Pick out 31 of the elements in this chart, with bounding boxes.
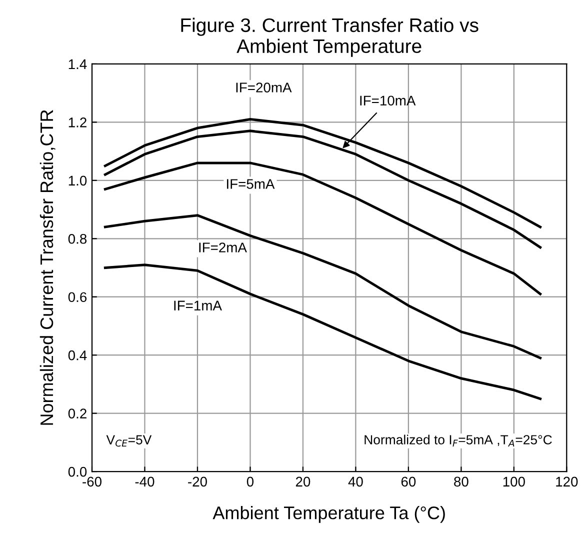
y-tick-label: 0.0 <box>68 466 87 477</box>
line-series <box>104 214 542 360</box>
annotation: Normalized to I$_{F}$=5mA ,T$_{A}$=25°C <box>364 434 552 446</box>
y-tick-label: 1.0 <box>68 176 87 186</box>
x-tick-label: -40 <box>135 476 154 487</box>
annotation: IF=10mA <box>360 96 416 106</box>
x-tick-label: 40 <box>348 476 363 487</box>
y-tick-label: 1.2 <box>68 118 86 128</box>
x-tick-label: 80 <box>454 476 468 487</box>
annotation: V$_{CE}$=5V <box>106 435 152 447</box>
y-tick-label: 0.4 <box>68 350 87 360</box>
y-tick-label: 1.4 <box>68 59 87 69</box>
y-tick-label: 0.2 <box>68 408 86 418</box>
annotation: IF=2mA <box>199 242 247 252</box>
x-tick-label: 120 <box>556 476 578 487</box>
x-tick-label: -60 <box>82 476 102 487</box>
x-tick-label: 0 <box>246 476 254 487</box>
x-axis-title: Ambient Temperature Ta (°C) <box>212 506 445 523</box>
x-tick-label: 100 <box>503 476 525 487</box>
y-tick-label: 0.6 <box>68 292 87 302</box>
y-axis-title: Normalized Current Transfer Ratio,CTR <box>40 110 56 425</box>
x-tick-label: -20 <box>188 476 207 487</box>
chart-title: Figure 3. Current Transfer Ratio vs Ambient Temperature <box>181 18 478 57</box>
x-tick-label: 60 <box>401 476 416 487</box>
annotation: IF=20mA <box>236 82 292 92</box>
line-series <box>104 162 542 296</box>
y-tick-label: 0.8 <box>68 234 87 244</box>
x-tick-label: 20 <box>296 476 310 487</box>
annotation: IF=1mA <box>174 300 222 310</box>
line-series <box>104 264 542 400</box>
annotation: IF=5mA <box>227 179 275 189</box>
